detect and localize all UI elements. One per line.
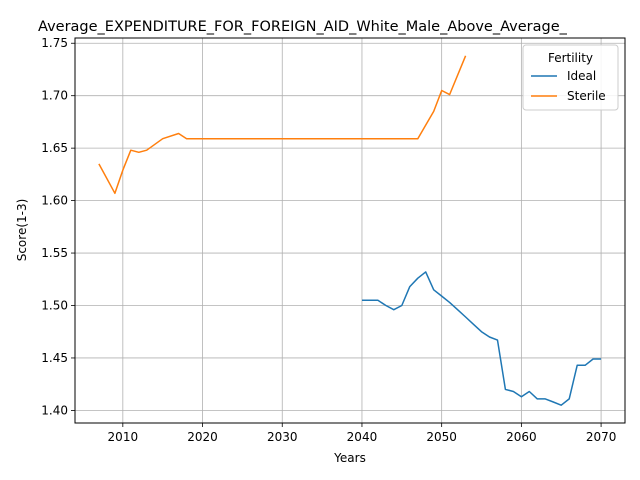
x-tick-label: 2060 bbox=[506, 430, 537, 444]
x-axis-label: Years bbox=[333, 451, 366, 465]
legend-label-ideal: Ideal bbox=[567, 69, 596, 83]
legend-box bbox=[522, 44, 619, 111]
y-tick-label: 1.45 bbox=[41, 351, 68, 365]
legend: Fertility Ideal Sterile bbox=[522, 44, 619, 111]
y-tick-label: 1.50 bbox=[41, 299, 68, 313]
x-tick-label: 2050 bbox=[426, 430, 457, 444]
legend-title: Fertility bbox=[548, 51, 593, 65]
x-tick-label: 2070 bbox=[586, 430, 617, 444]
y-tick-label: 1.40 bbox=[41, 403, 68, 417]
x-tick-label: 2030 bbox=[267, 430, 298, 444]
chart-title: Average_EXPENDITURE_FOR_FOREIGN_AID_Whit… bbox=[38, 19, 568, 35]
x-axis: 2010 2020 2030 2040 2050 2060 2070 bbox=[108, 423, 617, 444]
plot-lines bbox=[98, 55, 602, 406]
series-line-ideal bbox=[362, 271, 602, 406]
y-tick-label: 1.65 bbox=[41, 141, 68, 155]
y-axis-label: Score(1-3) bbox=[15, 199, 29, 262]
legend-label-sterile: Sterile bbox=[567, 89, 606, 103]
y-tick-label: 1.55 bbox=[41, 246, 68, 260]
x-tick-label: 2020 bbox=[187, 430, 218, 444]
x-tick-label: 2040 bbox=[347, 430, 378, 444]
x-tick-label: 2010 bbox=[108, 430, 139, 444]
y-tick-label: 1.70 bbox=[41, 89, 68, 103]
series-line-sterile bbox=[98, 55, 467, 195]
y-axis: 1.40 1.45 1.50 1.55 1.60 1.65 1.70 1.75 bbox=[41, 36, 75, 417]
plot-area-frame bbox=[74, 37, 626, 424]
y-tick-label: 1.60 bbox=[41, 194, 68, 208]
y-tick-label: 1.75 bbox=[41, 36, 68, 50]
